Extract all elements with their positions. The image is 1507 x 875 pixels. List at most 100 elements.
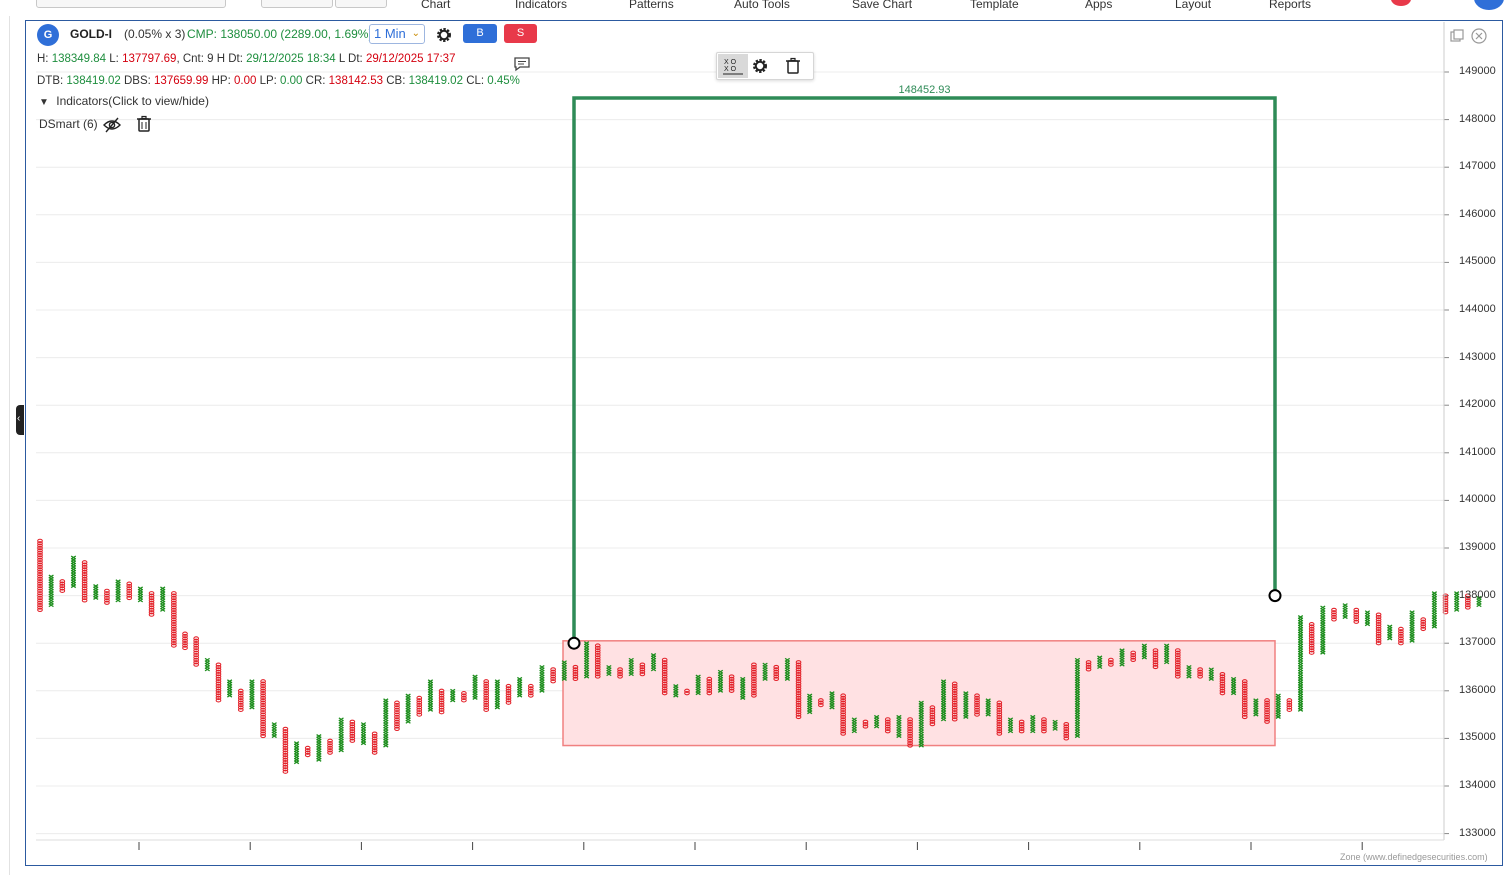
- search-box-partial[interactable]: [36, 0, 226, 8]
- o-box: [929, 719, 936, 724]
- o-box: [371, 733, 378, 739]
- o-box: [260, 705, 266, 710]
- o-box: [104, 600, 110, 605]
- o-box: [171, 610, 177, 615]
- o-box: [728, 676, 735, 682]
- o-box: [104, 595, 110, 601]
- o-box: [951, 695, 958, 701]
- o-box: [37, 581, 43, 586]
- o-column: [817, 698, 824, 708]
- o-box: [974, 712, 980, 717]
- o-box: [349, 733, 356, 739]
- top-menu-bar: Chart Indicators Patterns Auto Tools Sav…: [0, 0, 1507, 16]
- o-box: [126, 593, 133, 598]
- menu-layout[interactable]: Layout: [1175, 0, 1212, 11]
- o-box: [416, 707, 423, 712]
- o-column: [1286, 698, 1293, 712]
- trash-icon[interactable]: [785, 57, 801, 75]
- o-box: [1308, 636, 1315, 641]
- o-column: [572, 664, 579, 682]
- restore-window-icon[interactable]: [1449, 28, 1465, 44]
- menu-indicators[interactable]: Indicators: [515, 0, 568, 11]
- menu-save-chart[interactable]: Save Chart: [852, 0, 913, 11]
- o-box: [751, 662, 757, 667]
- o-box: [1197, 669, 1203, 674]
- o-box: [1174, 650, 1181, 655]
- o-box: [1375, 612, 1382, 617]
- symbol-name[interactable]: GOLD-I: [70, 27, 112, 41]
- o-box: [1241, 691, 1248, 696]
- trash-icon[interactable]: [136, 115, 152, 133]
- menu-template[interactable]: Template: [970, 0, 1019, 11]
- o-box: [1041, 724, 1047, 729]
- x-box: [115, 579, 121, 584]
- o-box: [728, 681, 735, 686]
- x-box: [583, 641, 590, 646]
- x-column: [539, 664, 545, 693]
- o-box: [215, 683, 222, 689]
- symbol-badge[interactable]: G: [37, 24, 59, 46]
- dropdown-partial[interactable]: [335, 0, 387, 8]
- menu-patterns[interactable]: Patterns: [629, 0, 674, 11]
- o-box: [572, 676, 579, 682]
- eye-hidden-icon[interactable]: [102, 116, 122, 134]
- x-box: [1052, 719, 1058, 724]
- x-column: [1141, 643, 1148, 660]
- o-box: [81, 581, 88, 586]
- o-box: [1420, 626, 1427, 632]
- o-box: [1264, 714, 1270, 720]
- o-box: [728, 686, 735, 691]
- o-column: [1018, 719, 1025, 734]
- search-button-partial[interactable]: [261, 0, 333, 8]
- o-box: [728, 688, 735, 693]
- x-column: [405, 693, 411, 724]
- o-box: [594, 674, 601, 679]
- o-box: [1264, 705, 1270, 710]
- x-column: [873, 714, 880, 729]
- o-box: [37, 550, 43, 555]
- pnf-tool-button[interactable]: X O X O: [718, 54, 748, 78]
- o-box: [1219, 681, 1226, 686]
- timeframe-select[interactable]: 1 Min ⌄: [369, 24, 425, 44]
- price-label: 143000: [1459, 350, 1496, 363]
- o-box: [37, 576, 43, 582]
- o-box: [1353, 607, 1360, 613]
- o-box: [929, 710, 936, 715]
- o-box: [505, 683, 512, 689]
- menu-apps[interactable]: Apps: [1085, 0, 1113, 11]
- o-box: [773, 664, 780, 670]
- close-chart-icon[interactable]: [1470, 27, 1488, 45]
- o-box: [394, 714, 400, 720]
- menu-auto-tools[interactable]: Auto Tools: [734, 0, 790, 11]
- menu-chart[interactable]: Chart: [421, 0, 451, 11]
- o-box: [1375, 638, 1382, 643]
- sell-button[interactable]: S: [504, 24, 537, 43]
- user-avatar[interactable]: [1474, 0, 1504, 10]
- price-label: 139000: [1459, 541, 1496, 553]
- o-box: [1152, 652, 1159, 658]
- collapse-sidebar-tab[interactable]: ‹: [16, 405, 24, 435]
- o-box: [974, 707, 980, 712]
- x-box: [204, 657, 210, 662]
- o-box: [1197, 674, 1203, 679]
- o-box: [795, 660, 802, 665]
- gear-icon[interactable]: [751, 57, 769, 75]
- gear-icon[interactable]: [435, 26, 453, 44]
- buy-button[interactable]: B: [463, 24, 497, 43]
- notification-badge[interactable]: [1391, 0, 1411, 6]
- menu-reports[interactable]: Reports: [1269, 0, 1312, 11]
- o-box: [171, 612, 177, 617]
- o-box: [215, 664, 222, 670]
- indicators-toggle[interactable]: ▼ Indicators(Click to view/hide): [39, 94, 209, 108]
- o-box: [907, 729, 913, 734]
- o-box: [37, 569, 43, 574]
- x-column: [494, 679, 501, 710]
- o-box: [1308, 638, 1315, 643]
- comment-icon[interactable]: [513, 56, 531, 72]
- o-box: [907, 741, 913, 746]
- o-column: [684, 688, 690, 696]
- o-box: [327, 748, 333, 753]
- o-box: [461, 691, 467, 696]
- o-box: [327, 741, 333, 746]
